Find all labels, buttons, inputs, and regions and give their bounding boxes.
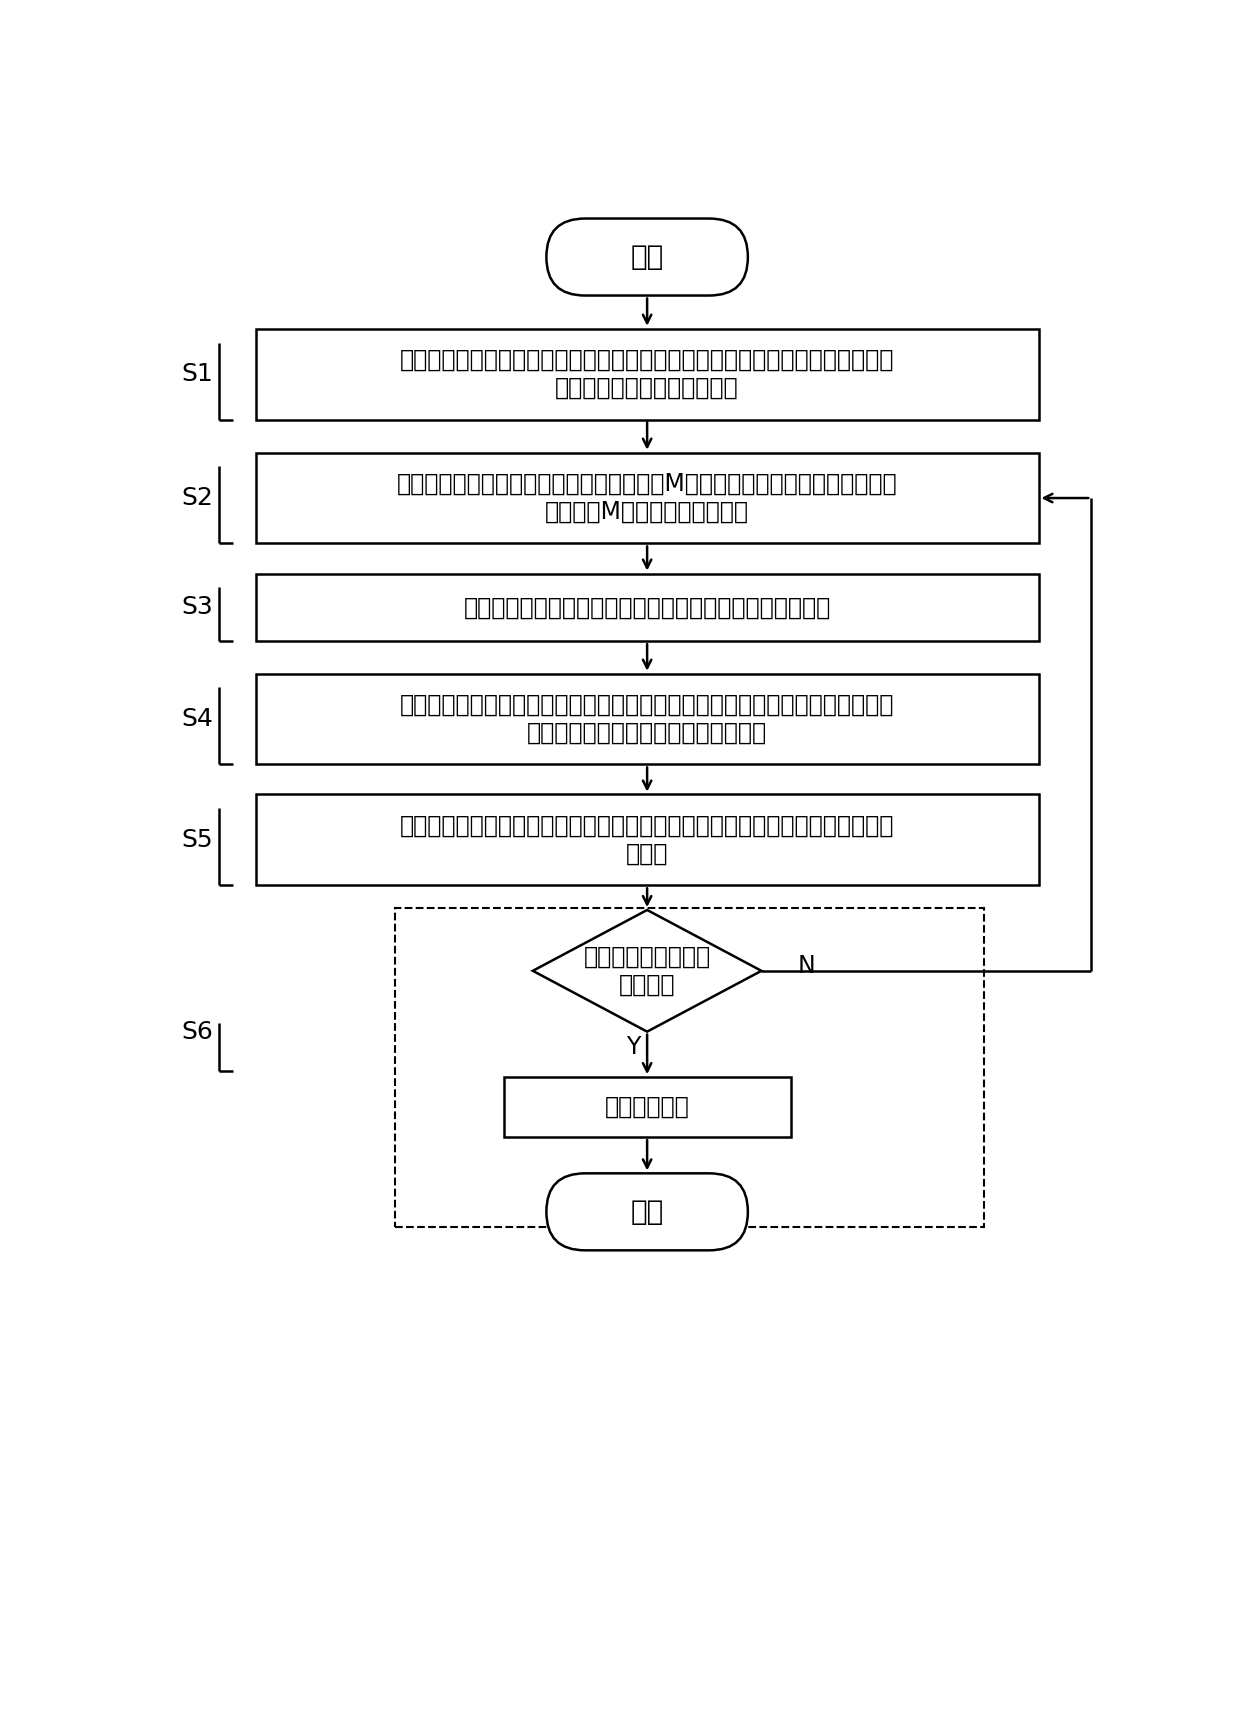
FancyBboxPatch shape bbox=[547, 1173, 748, 1250]
Text: S6: S6 bbox=[182, 1020, 213, 1044]
Bar bbox=[255, 329, 1039, 419]
Text: N: N bbox=[797, 954, 815, 978]
Text: 根据环境障碍物分布特点建立栅格地图，初始化栅格信息素，并设置初始参数和
确定移动机器人的起点和终点: 根据环境障碍物分布特点建立栅格地图，初始化栅格信息素，并设置初始参数和 确定移动… bbox=[401, 348, 894, 401]
Bar bbox=[255, 574, 1039, 642]
Bar bbox=[255, 794, 1039, 885]
Text: 根据所述启发信息值计算栅格的转移概率，并根据所述转移概率的控制参数确定
蚂蚁下一时刻到达的位置，更新禁忌表: 根据所述启发信息值计算栅格的转移概率，并根据所述转移概率的控制参数确定 蚂蚁下一… bbox=[401, 693, 894, 745]
Text: S4: S4 bbox=[182, 707, 213, 731]
Bar bbox=[255, 452, 1039, 543]
Text: S5: S5 bbox=[182, 829, 213, 853]
Text: 根据蚂蚁的移动规则计算栅格地图中领域节点的启发信息值: 根据蚂蚁的移动规则计算栅格地图中领域节点的启发信息值 bbox=[464, 596, 831, 620]
Text: S3: S3 bbox=[182, 596, 213, 620]
Text: 开始: 开始 bbox=[630, 243, 663, 270]
Bar bbox=[503, 1077, 791, 1137]
Text: 结束: 结束 bbox=[630, 1198, 663, 1226]
Text: 输出最优路径: 输出最优路径 bbox=[605, 1096, 689, 1120]
Text: S1: S1 bbox=[182, 361, 213, 387]
Text: Y: Y bbox=[626, 1036, 640, 1060]
Text: 初始化禁忌表，将蚁群算法的蚂蚁参数设为M只蚂蚁，并将移动机器人的起点和
终点设为M只蚂蚁的起点和终点: 初始化禁忌表，将蚁群算法的蚂蚁参数设为M只蚂蚁，并将移动机器人的起点和 终点设为… bbox=[397, 473, 898, 524]
Bar bbox=[396, 909, 985, 1228]
FancyBboxPatch shape bbox=[547, 219, 748, 296]
Polygon shape bbox=[533, 911, 761, 1032]
Text: 将所有蚂蚁完成一次路径搜索，并更新成功抵达终点的蚂蚁走过的路径上的栅格
信息素: 将所有蚂蚁完成一次路径搜索，并更新成功抵达终点的蚂蚁走过的路径上的栅格 信息素 bbox=[401, 813, 894, 866]
Bar bbox=[255, 673, 1039, 765]
Text: 判断是否完成预设的
迭代次数: 判断是否完成预设的 迭代次数 bbox=[584, 945, 711, 996]
Text: S2: S2 bbox=[182, 486, 213, 510]
